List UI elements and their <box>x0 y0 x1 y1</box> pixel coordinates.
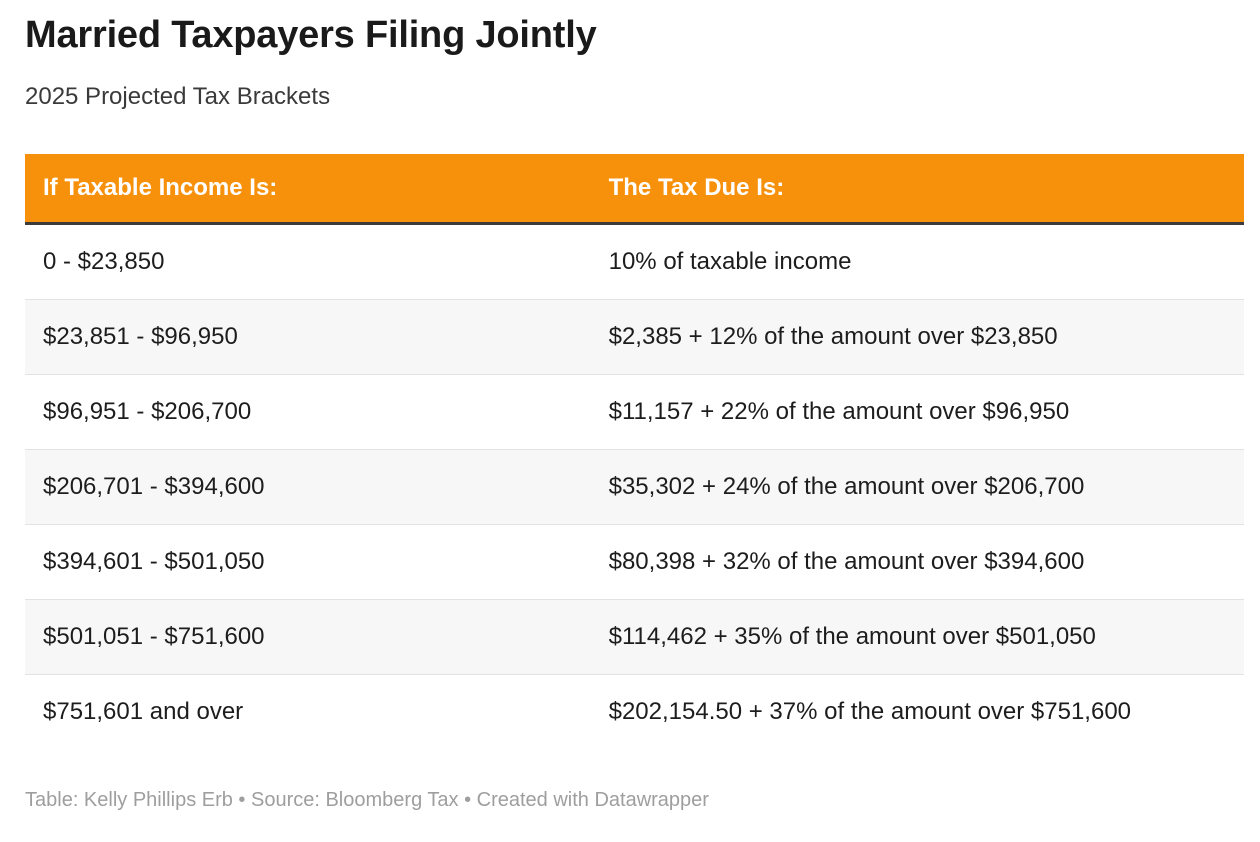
income-range-cell: $501,051 - $751,600 <box>43 623 265 651</box>
table-header-row: If Taxable Income Is: The Tax Due Is: <box>25 154 1244 226</box>
table-row: $751,601 and over $202,154.50 + 37% of t… <box>25 674 1244 750</box>
income-column-header: If Taxable Income Is: <box>25 154 591 226</box>
income-range-cell: 0 - $23,850 <box>43 248 165 276</box>
income-range-cell: $394,601 - $501,050 <box>43 548 265 576</box>
income-range-cell: $96,951 - $206,700 <box>43 398 252 426</box>
table-row: $96,951 - $206,700 $11,157 + 22% of the … <box>25 374 1244 450</box>
tax-due-cell: $35,302 + 24% of the amount over $206,70… <box>608 473 1085 501</box>
table-row: $23,851 - $96,950 $2,385 + 12% of the am… <box>25 299 1244 375</box>
income-range-cell: $23,851 - $96,950 <box>43 323 238 351</box>
table-row: 0 - $23,850 10% of taxable income <box>25 224 1244 300</box>
chart-subtitle: 2025 Projected Tax Brackets <box>25 82 331 110</box>
tax-brackets-chart: Married Taxpayers Filing Jointly 2025 Pr… <box>25 12 1244 813</box>
income-range-cell: $206,701 - $394,600 <box>43 473 265 501</box>
tax-due-cell: $2,385 + 12% of the amount over $23,850 <box>608 323 1058 351</box>
tax-due-cell: $11,157 + 22% of the amount over $96,950 <box>608 398 1070 426</box>
tax-due-cell: 10% of taxable income <box>608 248 852 276</box>
table-row: $206,701 - $394,600 $35,302 + 24% of the… <box>25 449 1244 525</box>
tax-due-cell: $114,462 + 35% of the amount over $501,0… <box>608 623 1096 651</box>
brackets-table: If Taxable Income Is: The Tax Due Is: 0 … <box>25 154 1244 749</box>
income-range-cell: $751,601 and over <box>43 698 244 726</box>
chart-title: Married Taxpayers Filing Jointly <box>25 14 597 56</box>
table-row: $394,601 - $501,050 $80,398 + 32% of the… <box>25 524 1244 600</box>
tax-due-column-header: The Tax Due Is: <box>590 154 1244 226</box>
attribution-line: Table: Kelly Phillips Erb • Source: Bloo… <box>25 789 709 812</box>
tax-due-cell: $80,398 + 32% of the amount over $394,60… <box>608 548 1085 576</box>
tax-due-cell: $202,154.50 + 37% of the amount over $75… <box>608 698 1132 726</box>
table-row: $501,051 - $751,600 $114,462 + 35% of th… <box>25 599 1244 675</box>
